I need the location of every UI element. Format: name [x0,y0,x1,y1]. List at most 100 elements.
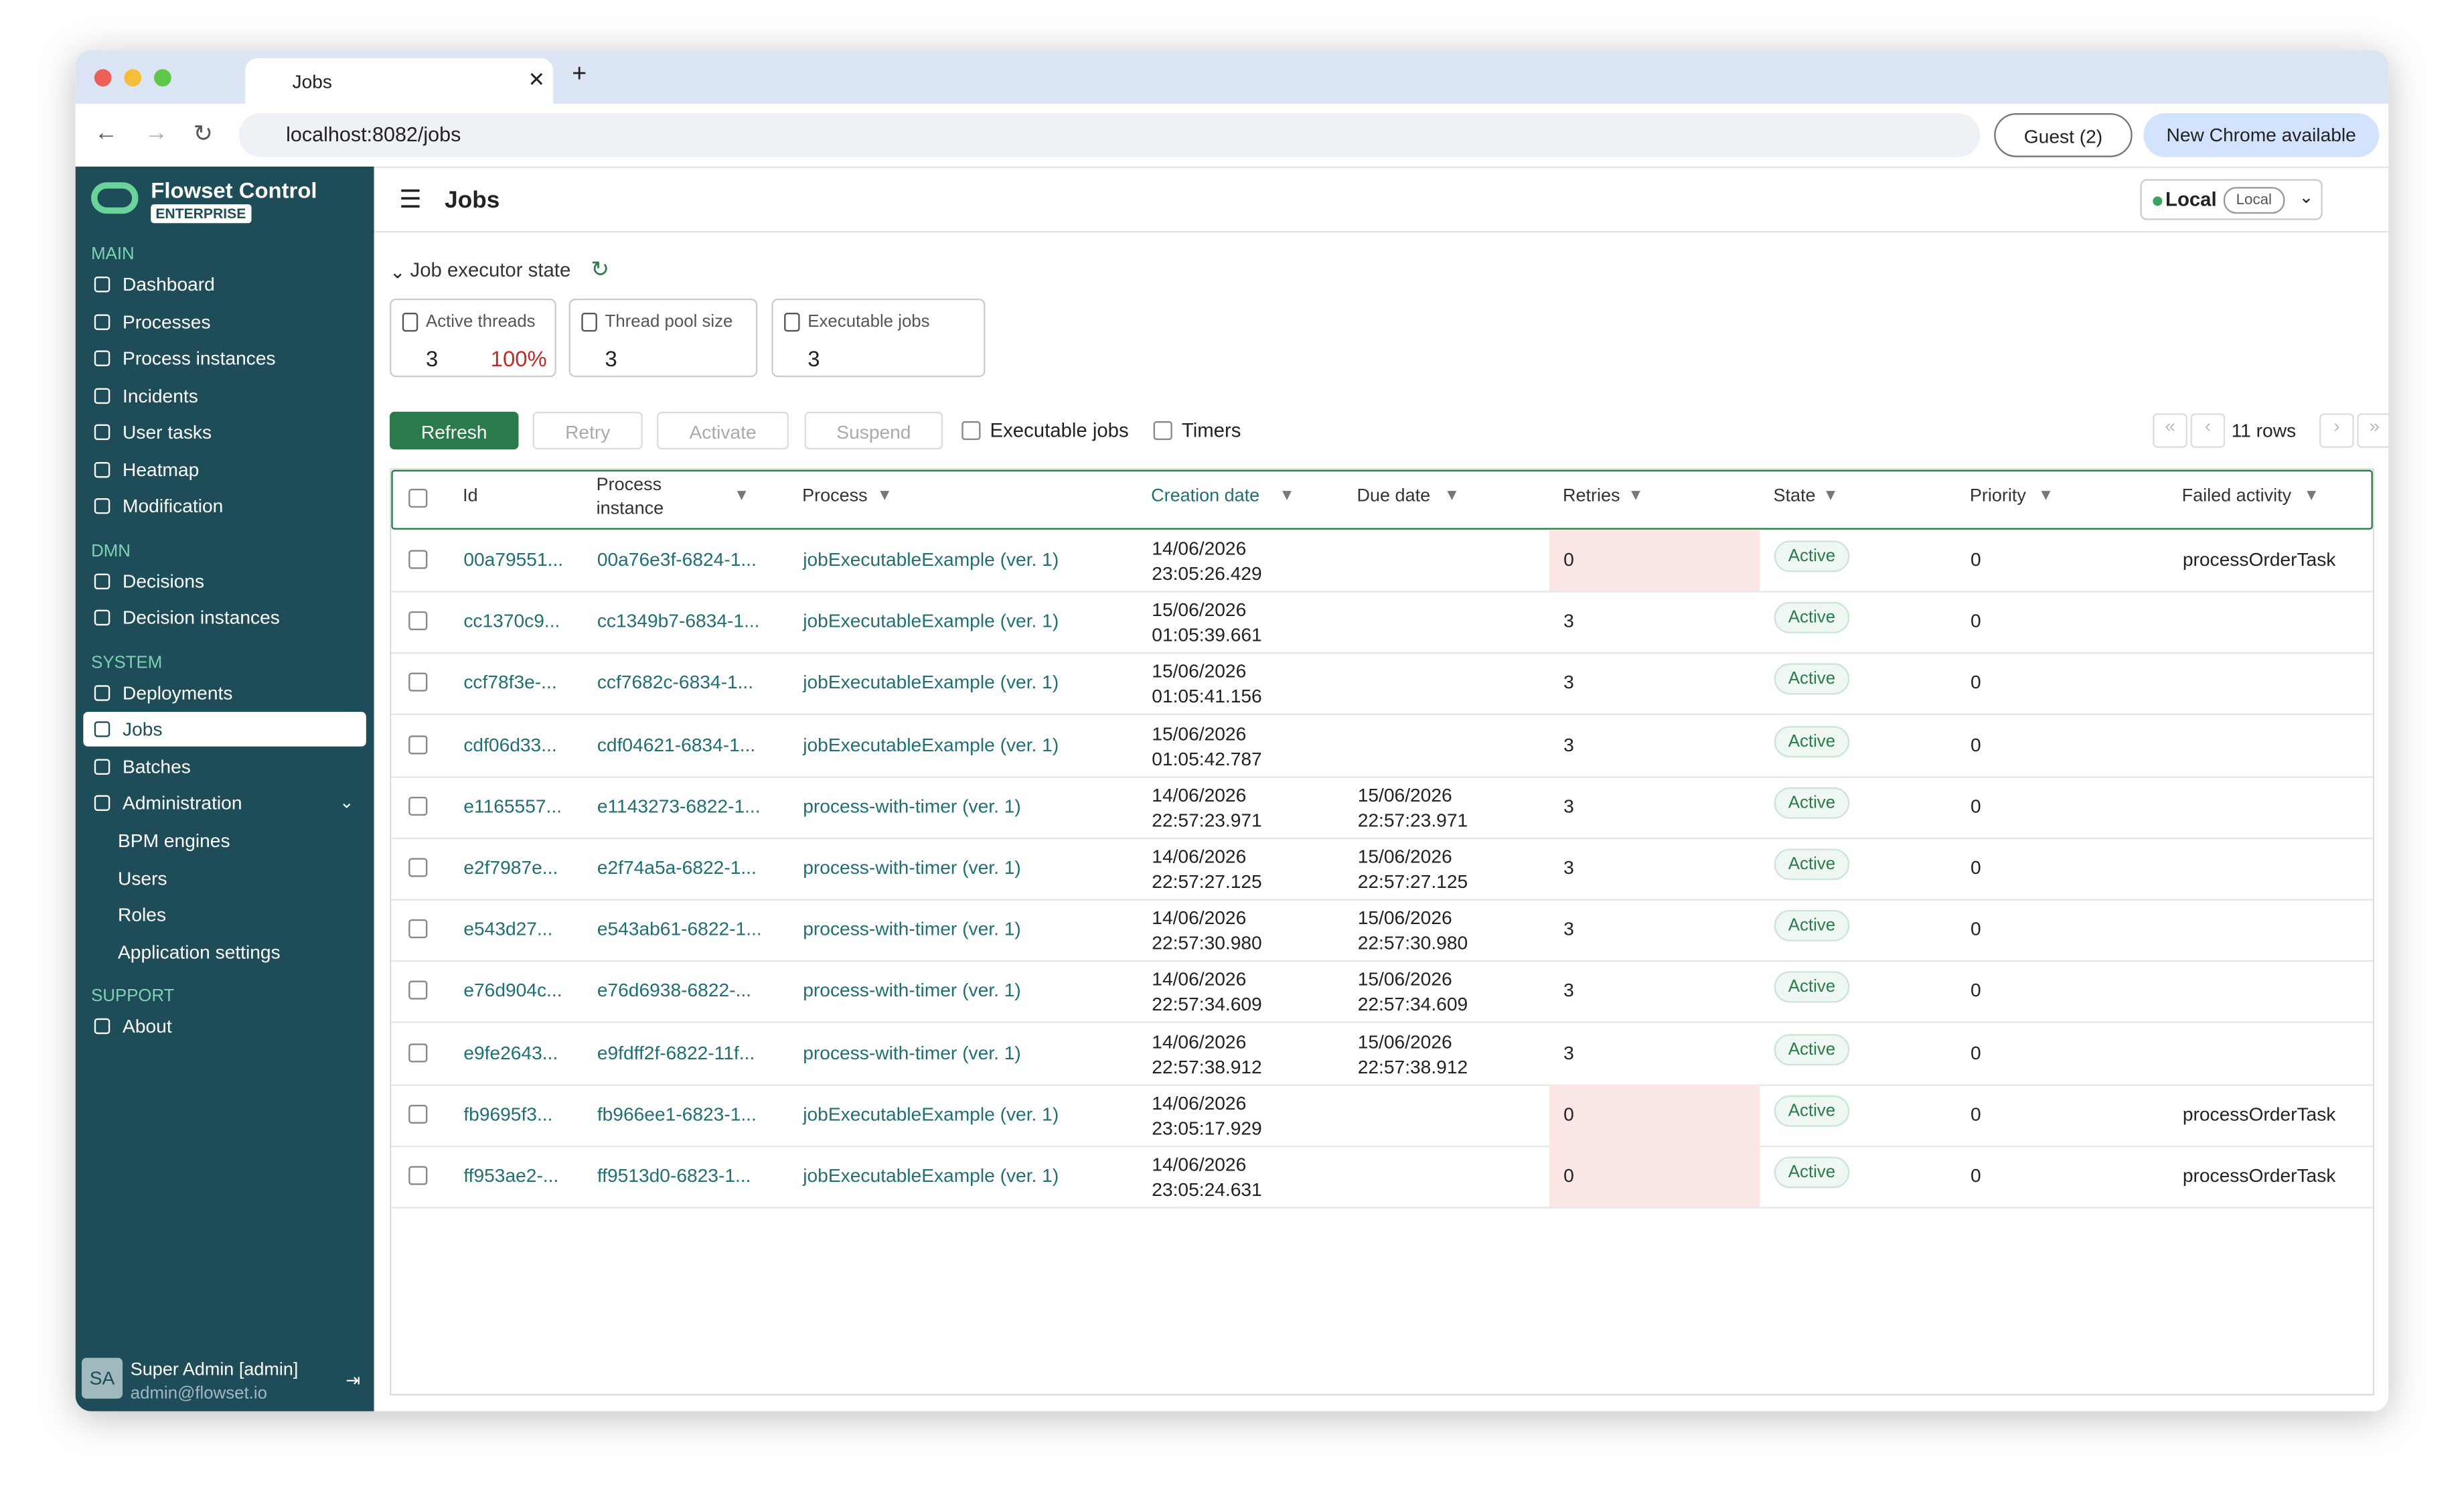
executor-title[interactable]: Job executor state [410,259,571,282]
nav-item[interactable]: Processes [83,304,366,339]
nav-item[interactable]: Modification [83,489,366,524]
process-instance-cell[interactable]: e76d6938-6822-... [597,980,752,1002]
process-instance-cell[interactable]: ff9513d0-6823-1... [597,1164,751,1187]
menu-toggle[interactable]: ☰ [399,187,422,214]
process-cell[interactable]: jobExecutableExample (ver. 1) [803,610,1059,632]
process-cell[interactable]: process-with-timer (ver. 1) [803,1041,1021,1063]
close-window[interactable] [94,69,112,87]
id-cell[interactable]: e543d27... [463,918,553,940]
process-instance-cell[interactable]: e543ab61-6822-1... [597,918,762,940]
nav-item[interactable]: Process instances [83,341,366,376]
process-instance-cell[interactable]: fb966ee1-6823-1... [597,1103,757,1125]
back[interactable]: ← [94,119,119,147]
process-cell[interactable]: process-with-timer (ver. 1) [803,856,1021,879]
process-instance-cell[interactable]: cc1349b7-6834-1... [597,610,760,632]
process-cell[interactable]: process-with-timer (ver. 1) [803,918,1021,940]
pager-button[interactable]: » [2357,413,2389,448]
nav-item[interactable]: Jobs [83,712,366,747]
process-instance-cell[interactable]: e9fdff2f-6822-11f... [597,1041,755,1063]
checkbox[interactable] [1153,421,1172,441]
nav-subitem[interactable]: BPM engines [118,830,230,852]
process-instance-cell[interactable]: 00a76e3f-6824-1... [597,548,757,571]
profile-button[interactable]: Guest (2) [1994,112,2133,157]
id-cell[interactable]: fb9695f3... [463,1103,553,1125]
id-cell[interactable]: e9fe2643... [463,1041,558,1063]
nav-item[interactable]: Decisions [83,563,366,598]
browser-tab[interactable]: Jobs ✕ [245,58,554,104]
process-cell[interactable]: jobExecutableExample (ver. 1) [803,548,1059,571]
row-checkbox[interactable] [408,735,428,754]
process-cell[interactable]: process-with-timer (ver. 1) [803,795,1021,817]
nav-item[interactable]: Dashboard [83,267,366,302]
row-checkbox[interactable] [408,1043,428,1062]
checkbox[interactable] [961,421,981,441]
process-cell[interactable]: jobExecutableExample (ver. 1) [803,672,1059,694]
row-checkbox[interactable] [408,919,428,939]
column-header[interactable]: Failed activity [2181,487,2292,506]
nav-subitem[interactable]: Roles [118,903,167,926]
nav-subitem[interactable]: Users [118,866,167,889]
id-cell[interactable]: 00a79551... [463,548,564,571]
id-cell[interactable]: ccf78f3e-... [463,672,557,694]
row-checkbox[interactable] [408,1104,428,1124]
id-cell[interactable]: cc1370c9... [463,610,560,632]
nav-item[interactable]: Administration ⌄ [83,785,366,820]
id-cell[interactable]: ff953ae2-... [463,1164,559,1187]
filter-icon[interactable]: ▼ [2037,487,2054,505]
column-header[interactable]: Creation date [1151,487,1260,506]
new-tab[interactable]: + [572,61,587,88]
filter-icon[interactable]: ▼ [734,487,750,505]
id-cell[interactable]: e1165557... [463,795,562,817]
process-cell[interactable]: jobExecutableExample (ver. 1) [803,733,1059,755]
row-checkbox[interactable] [408,611,428,631]
row-checkbox[interactable] [408,796,428,816]
maximize-window[interactable] [153,69,171,87]
forward[interactable]: → [144,119,169,147]
row-checkbox[interactable] [408,858,428,877]
select-all[interactable] [408,488,428,508]
nav-item[interactable]: Incidents [83,378,366,412]
minimize-window[interactable] [124,69,142,87]
column-header[interactable]: Priority [1969,487,2026,506]
toolbar-button[interactable]: Refresh [390,411,519,450]
process-cell[interactable]: process-with-timer (ver. 1) [803,980,1021,1002]
reload[interactable]: ↻ [193,121,214,148]
id-cell[interactable]: e2f7987e... [463,856,558,879]
filter-icon[interactable]: ▼ [1279,487,1295,505]
pager-button[interactable]: « [2153,413,2187,448]
pager-button[interactable]: › [2319,413,2354,448]
tab-close[interactable]: ✕ [528,67,546,92]
filter-icon[interactable]: ▼ [1444,487,1460,505]
process-instance-cell[interactable]: e1143273-6822-1... [597,795,761,817]
row-checkbox[interactable] [408,981,428,1000]
column-header[interactable]: Process [802,487,868,506]
process-cell[interactable]: jobExecutableExample (ver. 1) [803,1103,1059,1125]
expand-arrow[interactable]: ⌄ [339,793,354,813]
nav-item[interactable]: Batches [83,749,366,783]
nav-item[interactable]: Heatmap [83,452,366,487]
id-cell[interactable]: e76d904c... [463,980,562,1002]
nav-item[interactable]: About [83,1009,366,1044]
column-header[interactable]: Due date [1357,487,1431,506]
row-checkbox[interactable] [408,1166,428,1185]
column-header[interactable]: Process instance [596,476,664,519]
url-field[interactable]: localhost:8082/jobs [238,112,1981,157]
env-select[interactable]: Local Local ⌄ [2140,179,2323,220]
nav-item[interactable]: User tasks [83,415,366,450]
nav-item[interactable]: Deployments [83,675,366,710]
filter-icon[interactable]: ▼ [876,487,893,505]
id-cell[interactable]: cdf06d33... [463,733,557,755]
executor-refresh[interactable]: ↻ [591,256,609,282]
row-checkbox[interactable] [408,550,428,569]
process-cell[interactable]: jobExecutableExample (ver. 1) [803,1164,1059,1187]
column-header[interactable]: Retries [1562,487,1620,506]
process-instance-cell[interactable]: cdf04621-6834-1... [597,733,756,755]
row-checkbox[interactable] [408,673,428,692]
pager-button[interactable]: ‹ [2190,413,2226,448]
filter-icon[interactable]: ▼ [1823,487,1839,505]
nav-item[interactable]: Decision instances [83,601,366,635]
nav-subitem[interactable]: Application settings [118,940,281,963]
process-instance-cell[interactable]: ccf7682c-6834-1... [597,672,754,694]
update-button[interactable]: New Chrome available [2143,112,2380,157]
column-header[interactable]: Id [463,487,478,506]
